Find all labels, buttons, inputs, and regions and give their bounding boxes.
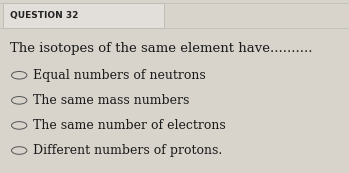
Text: QUESTION 32: QUESTION 32 xyxy=(10,11,79,20)
Text: Equal numbers of neutrons: Equal numbers of neutrons xyxy=(33,69,206,82)
Text: The same mass numbers: The same mass numbers xyxy=(33,94,190,107)
Text: Different numbers of protons.: Different numbers of protons. xyxy=(33,144,222,157)
FancyBboxPatch shape xyxy=(3,3,164,28)
Text: The isotopes of the same element have..........: The isotopes of the same element have...… xyxy=(10,42,313,55)
Text: The same number of electrons: The same number of electrons xyxy=(33,119,226,132)
